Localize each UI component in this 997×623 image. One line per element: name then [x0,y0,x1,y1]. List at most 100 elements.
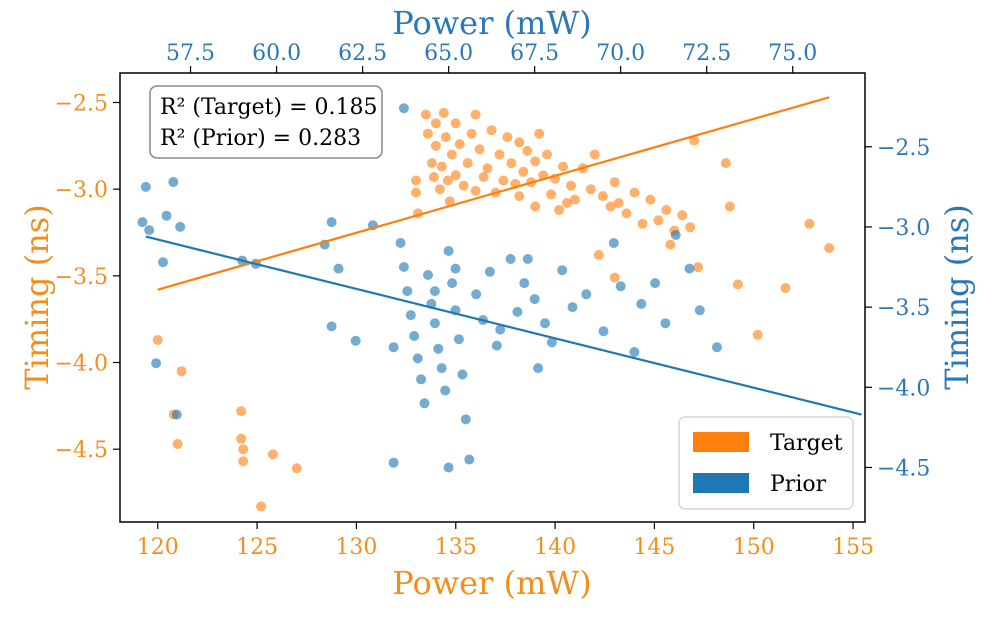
prior-point [151,358,162,369]
target-point [172,439,183,449]
target-point [780,283,791,293]
target-point [689,135,700,146]
prior-point [636,298,647,309]
prior-point [395,238,406,248]
prior-point [416,374,427,385]
target-point [593,250,604,260]
prior-point [436,363,447,374]
bottom-axis-title: Power (mW) [392,564,592,602]
target-point [629,187,640,198]
prior-point [326,321,337,332]
top-tick-label: 62.5 [338,41,387,66]
target-point [440,132,451,143]
top-tick-label: 57.5 [166,41,215,66]
left-axis-title: Timing (ns) [18,204,56,389]
prior-point [460,414,471,425]
prior-point [694,305,705,316]
right-tick-label: −4.0 [877,376,930,401]
target-point [238,456,249,467]
target-point [430,140,441,151]
top-tick-label: 72.5 [682,41,731,66]
bottom-tick-label: 145 [633,535,675,560]
prior-point [471,289,482,300]
prior-point [519,278,530,289]
target-point [486,125,497,136]
prior-point [598,326,609,337]
target-point [613,198,624,208]
prior-point [670,230,681,240]
legend-prior-swatch [693,473,749,493]
target-point [470,109,481,120]
bottom-tick-label: 155 [832,535,874,560]
target-point [677,210,688,221]
target-point [470,185,481,196]
target-point [621,208,632,219]
target-point [530,156,541,167]
target-point [665,239,676,250]
left-tick-label: −2.5 [55,91,108,116]
prior-point [529,294,540,305]
bottom-tick-label: 125 [236,535,278,560]
target-point [436,161,447,172]
prior-series [137,103,736,473]
target-point [478,172,489,182]
prior-point [491,340,502,351]
target-point [693,262,704,273]
target-point [609,272,620,283]
right-axis-title: Timing (ns) [938,204,976,389]
prior-point [388,342,399,353]
target-point [494,149,505,160]
prior-point [495,324,506,335]
legend-target-label: Target [770,431,843,456]
target-point [430,118,441,129]
target-point [498,175,509,186]
target-point [482,163,493,174]
prior-point [453,334,464,345]
prior-point [429,318,440,329]
target-point [609,177,620,188]
target-point [569,194,580,205]
prior-point [533,363,544,374]
prior-point [484,266,495,277]
legend-prior-label: Prior [770,472,827,497]
target-point [530,201,541,212]
legend: Target Prior [678,416,854,510]
prior-fit-line [145,235,862,416]
prior-point [398,262,409,272]
target-point [522,146,533,156]
target-point [411,187,421,198]
target-point [804,218,815,229]
target-fit-line [157,96,830,291]
annotation-prior-r2: R² (Prior) = 0.283 [160,126,361,151]
target-point [566,180,576,191]
prior-point [684,263,695,274]
top-axis-title: Power (mW) [392,4,592,42]
left-tick-label: −4.5 [55,438,108,463]
right-tick-label: −4.5 [877,456,930,481]
bottom-tick-label: 130 [335,535,377,560]
prior-point [450,263,461,274]
top-tick-label: 67.5 [510,41,559,66]
prior-point [443,462,454,473]
prior-point [333,263,344,274]
prior-point [433,343,444,354]
target-point [661,205,672,215]
target-point [450,118,461,129]
target-point [458,180,469,191]
prior-point [512,306,523,317]
target-point [236,433,247,444]
bottom-tick-label: 135 [435,535,477,560]
target-point [645,194,656,205]
prior-point [540,318,550,329]
target-point [585,184,596,195]
top-tick-label: 75.0 [768,41,817,66]
top-tick-label: 70.0 [596,41,645,66]
prior-point [712,342,722,353]
prior-point [581,289,592,300]
target-point [236,406,247,417]
target-point [514,137,525,148]
prior-point [402,286,413,297]
prior-point [567,302,578,313]
right-tick-label: −3.5 [877,296,930,321]
prior-point [443,246,454,256]
